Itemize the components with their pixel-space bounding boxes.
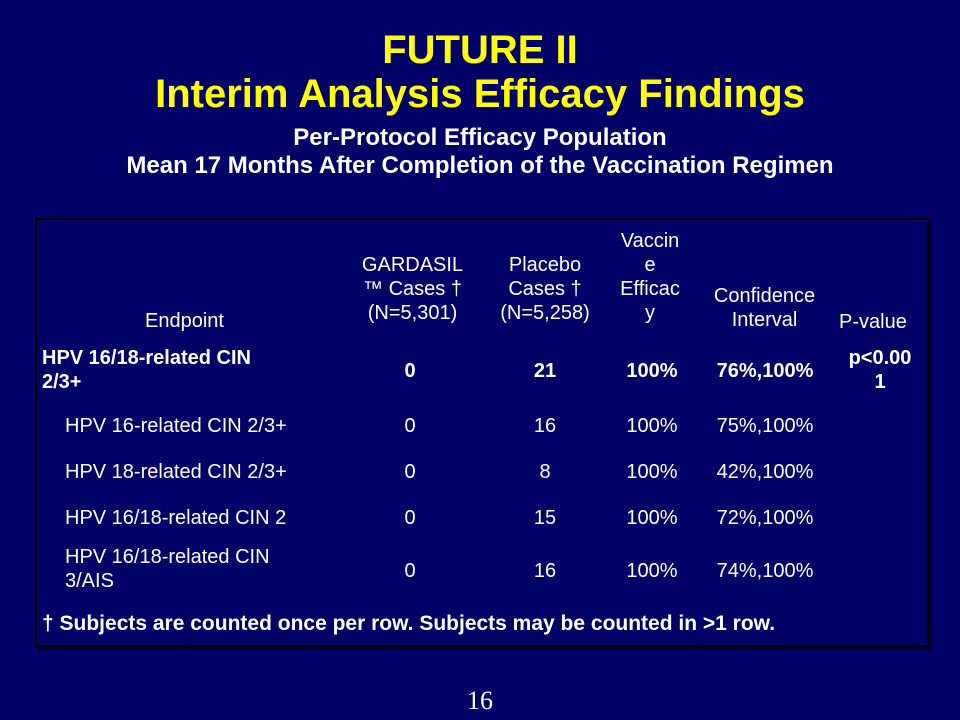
header-gardasil-line: (N=5,301) bbox=[367, 302, 458, 324]
table-cell-placebo: 21 bbox=[533, 360, 557, 382]
table-cell-efficacy: 100% bbox=[626, 415, 678, 437]
table-cell-pvalue: p<0.00 1 bbox=[838, 346, 922, 394]
header-ci-line: Interval bbox=[731, 309, 798, 331]
table-row-endpoint: HPV 16-related CIN 2/3+ bbox=[65, 415, 287, 437]
table-cell-ci: 76%,100% bbox=[716, 360, 814, 382]
table-cell-ci: 72%,100% bbox=[716, 507, 814, 529]
table-cell-efficacy: 100% bbox=[626, 461, 678, 483]
table-cell-ci: 42%,100% bbox=[716, 461, 814, 483]
table-cell-gardasil: 0 bbox=[404, 360, 416, 382]
footnote: † Subjects are counted once per row. Sub… bbox=[42, 612, 776, 635]
endpoint-line: 3/AIS bbox=[65, 570, 114, 592]
header-gardasil-line: ™ Cases † bbox=[363, 278, 462, 300]
table-cell-placebo: 16 bbox=[533, 415, 557, 437]
table-row-endpoint: HPV 18-related CIN 2/3+ bbox=[65, 461, 287, 483]
pvalue-line: 1 bbox=[874, 371, 886, 393]
table-cell-efficacy: 100% bbox=[626, 560, 678, 582]
table-frame bbox=[35, 218, 929, 647]
header-confidence-interval: Confidence Interval bbox=[692, 284, 837, 332]
table-cell-placebo: 8 bbox=[539, 461, 551, 483]
pvalue-line: p<0.00 bbox=[848, 347, 912, 369]
table-cell-ci: 74%,100% bbox=[716, 560, 814, 582]
endpoint-line: HPV 16/18-related CIN bbox=[42, 347, 251, 369]
table-cell-efficacy: 100% bbox=[626, 507, 678, 529]
header-endpoint: Endpoint bbox=[145, 310, 224, 332]
table-cell-gardasil: 0 bbox=[404, 507, 416, 529]
table-cell-gardasil: 0 bbox=[404, 415, 416, 437]
endpoint-line: 2/3+ bbox=[42, 371, 82, 393]
subtitle-line-2: Mean 17 Months After Completion of the V… bbox=[126, 152, 834, 179]
header-placebo: Placebo Cases † (N=5,258) bbox=[480, 253, 610, 325]
table-cell-placebo: 15 bbox=[533, 507, 557, 529]
header-pvalue: P-value bbox=[839, 311, 907, 333]
slide-title-line-1: FUTURE II bbox=[382, 28, 578, 72]
header-efficacy-line: Efficac bbox=[620, 278, 680, 300]
table-row-endpoint: HPV 16/18-related CIN 3/AIS bbox=[65, 545, 345, 593]
table-row-endpoint: HPV 16/18-related CIN 2/3+ bbox=[42, 346, 322, 394]
page-number: 16 bbox=[467, 686, 493, 715]
table-row-endpoint: HPV 16/18-related CIN 2 bbox=[65, 507, 287, 529]
header-ci-line: Confidence bbox=[713, 285, 816, 307]
header-placebo-line: (N=5,258) bbox=[500, 302, 590, 324]
header-efficacy: Vaccin e Efficac y bbox=[605, 229, 695, 325]
slide-title-line-2: Interim Analysis Efficacy Findings bbox=[155, 72, 805, 116]
header-efficacy-line: y bbox=[645, 302, 655, 324]
table-cell-gardasil: 0 bbox=[404, 461, 416, 483]
header-efficacy-line: Vaccin bbox=[620, 230, 680, 252]
table-cell-placebo: 16 bbox=[533, 560, 557, 582]
subtitle-line-1: Per-Protocol Efficacy Population bbox=[293, 124, 667, 151]
header-placebo-line: Cases † bbox=[508, 278, 582, 300]
header-placebo-line: Placebo bbox=[508, 254, 582, 276]
header-gardasil: GARDASIL ™ Cases † (N=5,301) bbox=[340, 253, 485, 325]
header-efficacy-line: e bbox=[644, 254, 656, 276]
endpoint-line: HPV 16/18-related CIN bbox=[65, 546, 270, 568]
table-cell-ci: 75%,100% bbox=[716, 415, 814, 437]
table-cell-efficacy: 100% bbox=[626, 360, 678, 382]
header-gardasil-line: GARDASIL bbox=[361, 254, 464, 276]
table-cell-gardasil: 0 bbox=[404, 560, 416, 582]
